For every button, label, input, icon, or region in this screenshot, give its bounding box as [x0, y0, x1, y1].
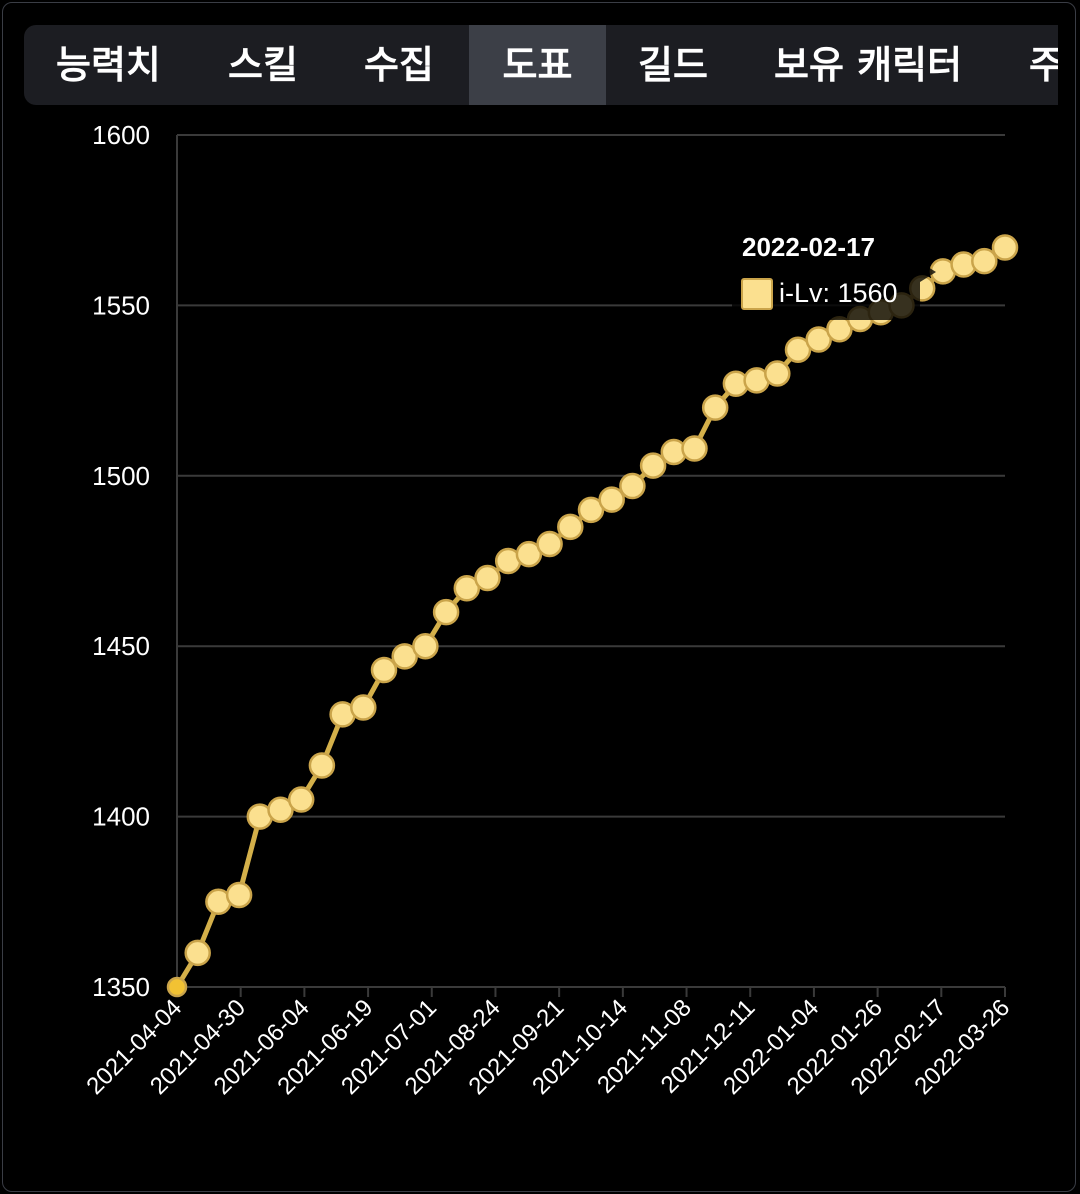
- data-point[interactable]: [536, 530, 563, 558]
- tab-owned-characters[interactable]: 보유 캐릭터: [774, 43, 963, 87]
- series-ilv: [166, 234, 1019, 998]
- data-point[interactable]: [598, 486, 625, 513]
- tooltip-background: [732, 224, 920, 320]
- data-point[interactable]: [287, 786, 315, 813]
- tab-guild[interactable]: 길드: [638, 43, 708, 87]
- tab-partial[interactable]: 주: [1029, 43, 1058, 87]
- tooltip-title: 2022-02-17: [742, 232, 875, 262]
- data-point[interactable]: [225, 881, 253, 909]
- x-axis-ticks: 2021-04-042021-04-302021-06-042021-06-19…: [81, 994, 1015, 1100]
- data-point[interactable]: [515, 540, 543, 568]
- tooltip-label: i-Lv: 1560: [779, 278, 898, 308]
- tooltip-caret: [920, 262, 936, 282]
- tab-collection[interactable]: 수집: [364, 43, 434, 87]
- y-tick-label: 1600: [92, 120, 150, 150]
- data-point[interactable]: [577, 496, 605, 524]
- data-point[interactable]: [432, 598, 460, 626]
- data-point[interactable]: [166, 976, 188, 998]
- data-point[interactable]: [764, 360, 791, 387]
- y-tick-label: 1450: [92, 631, 150, 661]
- data-point[interactable]: [991, 234, 1019, 261]
- tab-skills[interactable]: 스킬: [228, 43, 298, 87]
- tooltip: 2022-02-17 i-Lv: 1560: [732, 224, 936, 320]
- data-point[interactable]: [391, 643, 418, 670]
- y-tick-label: 1550: [92, 290, 150, 320]
- data-point[interactable]: [350, 694, 377, 721]
- data-point[interactable]: [308, 752, 336, 779]
- tab-stats[interactable]: 능력치: [56, 43, 161, 87]
- data-point[interactable]: [619, 472, 646, 500]
- data-point[interactable]: [184, 939, 211, 967]
- data-point[interactable]: [639, 452, 667, 479]
- data-point[interactable]: [784, 336, 812, 363]
- data-point[interactable]: [370, 656, 398, 684]
- tooltip-swatch: [741, 278, 773, 310]
- data-point[interactable]: [412, 632, 439, 660]
- data-point[interactable]: [971, 247, 998, 275]
- data-point[interactable]: [681, 435, 708, 462]
- data-point[interactable]: [474, 564, 501, 592]
- tab-bar: 능력치 스킬 수집 도표 길드 보유 캐릭터 주: [24, 25, 1058, 105]
- y-tick-label: 1500: [92, 461, 150, 491]
- data-point[interactable]: [805, 326, 832, 353]
- data-point[interactable]: [453, 575, 481, 602]
- series-line: [174, 245, 1007, 989]
- tab-chart[interactable]: 도표: [469, 25, 606, 105]
- data-point[interactable]: [267, 796, 294, 824]
- y-tick-label: 1400: [92, 802, 150, 832]
- data-point[interactable]: [701, 394, 729, 421]
- data-point[interactable]: [557, 513, 584, 541]
- y-tick-label: 1350: [92, 972, 150, 1002]
- y-axis-ticks: 1600 1550 1500 1450 1400 1350: [92, 120, 150, 1002]
- grid: [176, 134, 1006, 997]
